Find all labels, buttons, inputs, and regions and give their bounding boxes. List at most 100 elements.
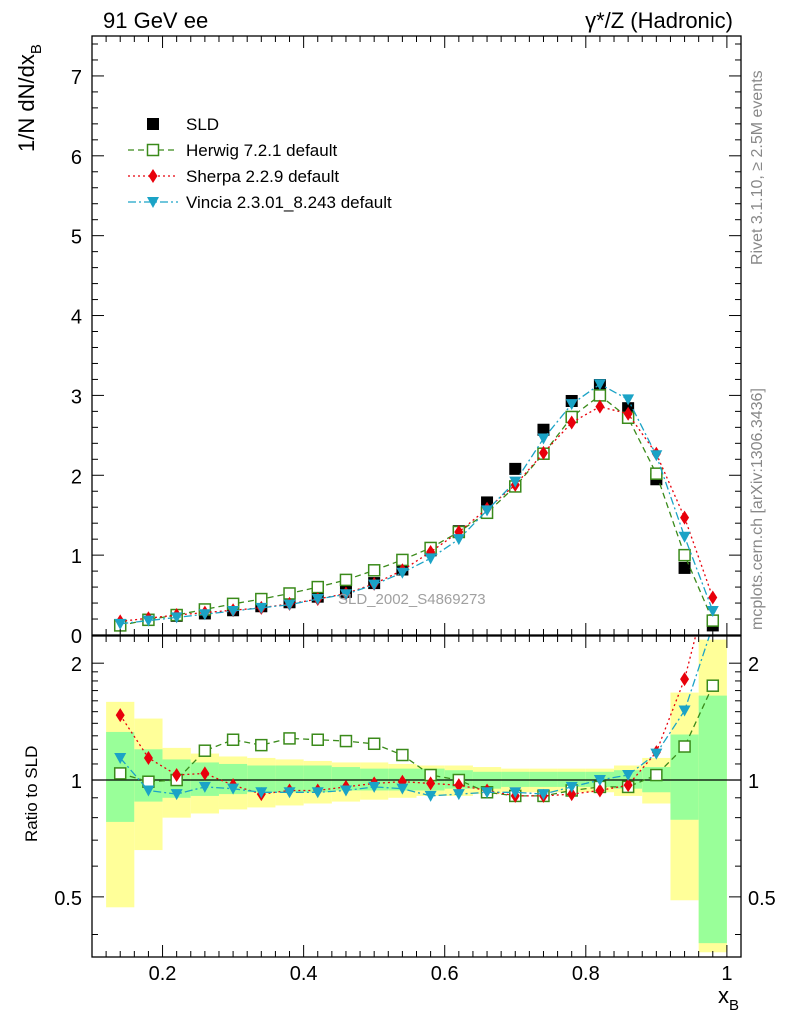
main-vincia-point (537, 433, 550, 445)
main-vincia-point (114, 618, 127, 630)
main-y-tick-label: 6 (71, 147, 82, 169)
ratio-y-tick-label-right: 1 (748, 771, 759, 793)
main-sherpa-point (538, 445, 548, 460)
main-vincia-point (622, 394, 635, 406)
x-tick-label: 0.8 (572, 963, 600, 985)
main-sherpa-point (623, 406, 633, 421)
main-vincia-point (339, 589, 352, 601)
main-vincia-point (509, 476, 522, 488)
main-y-tick-label: 1 (71, 546, 82, 568)
ratio-vincia-point (509, 787, 522, 799)
legend-label-data: SLD (186, 115, 219, 134)
ratio-series-group (113, 636, 720, 803)
ratio-y-tick-label-right: 0.5 (748, 888, 776, 910)
band-inner-bin (557, 771, 586, 787)
ratio-herwig-point (367, 737, 381, 751)
ratio-vincia-point (283, 787, 296, 799)
legend-marker-vincia (147, 197, 159, 208)
main-y-tick-label: 7 (71, 67, 82, 89)
ratio-vincia-point (424, 790, 437, 802)
ratio-vincia-point (452, 789, 465, 801)
main-sherpa-point (595, 399, 605, 414)
ratio-vincia-line (119, 636, 711, 797)
ratio-clipped (113, 636, 720, 803)
ratio-sherpa-point (595, 783, 605, 798)
ratio-herwig-point (650, 768, 663, 782)
header-right-title: γ*/Z (Hadronic) (585, 8, 733, 33)
main-sherpa-line (120, 405, 714, 623)
band-inner-bin (501, 771, 530, 787)
ratio-y-tick-label-left: 2 (71, 654, 82, 676)
main-data-point (537, 423, 550, 436)
xlabel-sub: B (729, 997, 739, 1014)
ratio-vincia-point (593, 775, 606, 787)
main-series-group (113, 379, 720, 632)
main-vincia-point (593, 379, 606, 391)
ratio-vincia-point (622, 770, 635, 782)
ratio-herwig-point (678, 740, 691, 753)
ratio-y-tick-label-left: 0.5 (54, 888, 82, 910)
ratio-vincia-point (198, 781, 211, 793)
main-vincia-point (227, 606, 240, 618)
main-vincia-point (311, 594, 324, 606)
ratio-herwig-point (339, 734, 353, 748)
main-vincia-point (565, 399, 578, 411)
analysis-label: SLD_2002_S4869273 (338, 591, 486, 608)
main-data-point (509, 462, 522, 475)
ratio-vincia-point (311, 787, 324, 799)
ratio-ylabel: Ratio to SLD (22, 746, 41, 842)
x-tick-label: 0.2 (149, 963, 177, 985)
legend-label-vincia: Vincia 2.3.01_8.243 default (186, 193, 392, 212)
main-sherpa-point (567, 415, 577, 430)
x-tick-label: 0.6 (431, 963, 459, 985)
main-herwig-point (311, 580, 324, 594)
main-y-tick-label: 2 (71, 466, 82, 488)
main-data-point (678, 561, 691, 574)
main-sherpa-point (708, 590, 718, 605)
main-vincia-point (198, 609, 211, 621)
ratio-herwig-point (396, 748, 409, 762)
xlabel-text: x (718, 983, 729, 1008)
main-herwig-point (367, 564, 381, 577)
ratio-sherpa-point (115, 708, 125, 723)
main-vincia-point (396, 567, 409, 579)
ratio-herwig-line (120, 685, 714, 797)
ratio-herwig-point (706, 679, 720, 692)
ratio-sherpa-point (454, 778, 464, 793)
main-herwig-line (120, 394, 714, 627)
axis-ticks: 0.2 0.4 0.6 0.8 1 0 1 2 3 4 5 6 7 0.5 0.5 1 1 2 2 (54, 36, 776, 985)
legend-marker-herwig (146, 143, 160, 157)
main-vincia-point (142, 615, 155, 627)
xlabel: xB (718, 983, 739, 1014)
ratio-vincia-point (396, 783, 409, 795)
main-vincia-point (255, 602, 268, 614)
main-y-tick-label: 0 (71, 626, 82, 648)
main-clipped (113, 379, 720, 632)
main-vincia-line (120, 383, 714, 625)
main-vincia-point (650, 450, 663, 462)
ratio-herwig-point (198, 744, 212, 757)
x-tick-label: 1 (721, 963, 732, 985)
ratio-sherpa-point (200, 766, 210, 781)
mcplots-label: mcplots.cern.ch [arXiv:1306.3436] (749, 388, 766, 630)
main-y-tick-label: 5 (71, 227, 82, 249)
main-herwig-point (650, 467, 663, 480)
ratio-vincia-point (339, 785, 352, 797)
ratio-sherpa-point (680, 672, 690, 687)
legend-marker-data (147, 118, 159, 130)
main-y-tick-label: 3 (71, 386, 82, 408)
ratio-vincia-point (255, 787, 268, 799)
main-herwig-point (678, 548, 691, 562)
header-left-title: 91 GeV ee (103, 8, 208, 33)
legend-label-sherpa: Sherpa 2.2.9 default (186, 167, 339, 186)
band-inner-bin (331, 767, 361, 791)
ratio-vincia-point (650, 748, 663, 760)
main-sherpa-point (680, 510, 690, 525)
legend: SLD Herwig 7.2.1 default Sherpa 2.2.9 defa… (128, 115, 392, 212)
ratio-herwig-point (311, 733, 324, 746)
ratio-y-tick-label-right: 2 (748, 654, 759, 676)
ratio-herwig-point (226, 733, 240, 746)
main-vincia-point (678, 531, 691, 543)
ratio-vincia-point (481, 787, 494, 799)
